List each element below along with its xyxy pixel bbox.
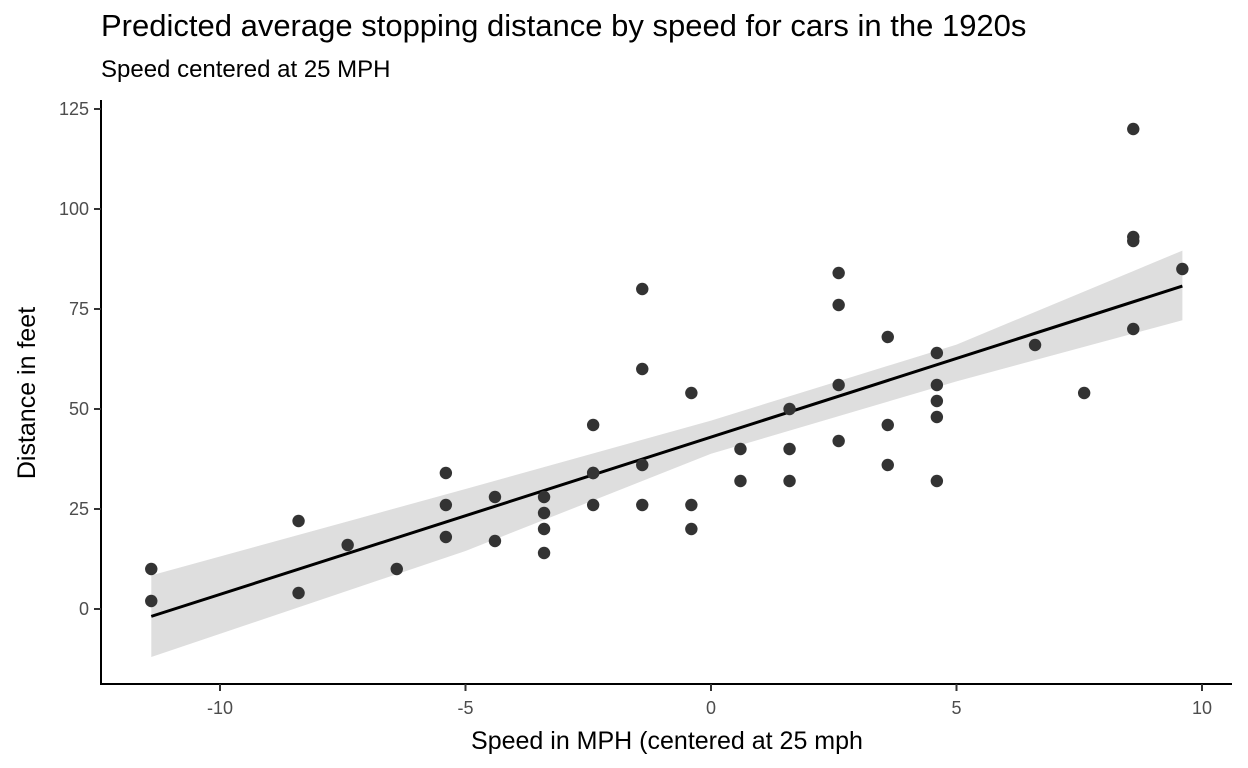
data-point [930, 346, 944, 360]
data-point [783, 442, 796, 456]
points-layer [145, 122, 1189, 608]
y-tick-label: 125 [59, 99, 89, 119]
data-point [783, 474, 796, 488]
data-point [488, 490, 502, 504]
data-point [734, 474, 747, 488]
data-point [1028, 338, 1042, 352]
y-tick-label: 0 [79, 599, 89, 619]
data-point [537, 546, 551, 560]
data-point [488, 534, 502, 548]
chart-subtitle: Speed centered at 25 MPH [101, 56, 391, 83]
data-point [1176, 262, 1189, 276]
data-point [832, 298, 845, 312]
data-point [537, 490, 551, 504]
data-point [636, 498, 649, 512]
data-point [292, 514, 305, 528]
data-point [685, 498, 698, 512]
x-tick-label: -5 [457, 698, 473, 718]
data-point [930, 474, 944, 488]
data-point [636, 458, 649, 472]
confidence-band [151, 250, 1183, 657]
data-point [439, 530, 453, 544]
y-tick-label: 50 [69, 399, 89, 419]
data-point [930, 394, 944, 408]
data-point [685, 522, 698, 536]
data-point [832, 266, 845, 280]
y-tick-label: 100 [59, 199, 89, 219]
data-point [341, 538, 354, 552]
x-tick-label: 5 [951, 698, 961, 718]
data-point [439, 498, 453, 512]
data-point [832, 378, 845, 392]
data-point [1127, 122, 1140, 136]
data-point [145, 562, 158, 576]
data-point [586, 498, 600, 512]
chart-title: Predicted average stopping distance by s… [101, 8, 1027, 43]
data-point [734, 442, 747, 456]
data-point [636, 362, 649, 376]
confidence-band-layer [151, 250, 1183, 657]
data-point [930, 378, 944, 392]
x-axis-title: Speed in MPH (centered at 25 mph [471, 727, 863, 755]
fit-line-layer [150, 284, 1183, 618]
data-point [145, 594, 158, 608]
data-point [586, 466, 600, 480]
x-tick-label: -10 [207, 698, 233, 718]
data-point [1077, 386, 1091, 400]
x-tick-label: 0 [706, 698, 716, 718]
data-point [636, 282, 649, 296]
data-point [881, 458, 894, 472]
regression-line [150, 284, 1183, 618]
data-point [930, 410, 944, 424]
y-tick-label: 75 [69, 299, 89, 319]
data-point [832, 434, 845, 448]
data-point [537, 506, 551, 520]
data-point [783, 402, 796, 416]
data-point [390, 562, 403, 576]
data-point [586, 418, 600, 432]
y-axis-title: Distance in feet [13, 307, 41, 479]
data-point [881, 330, 894, 344]
data-point [881, 418, 894, 432]
data-point [292, 586, 305, 600]
x-tick-label: 10 [1192, 698, 1212, 718]
data-point [537, 522, 551, 536]
y-tick-label: 25 [69, 499, 89, 519]
data-point [1127, 230, 1140, 244]
data-point [1127, 322, 1140, 336]
data-point [439, 466, 453, 480]
data-point [685, 386, 698, 400]
